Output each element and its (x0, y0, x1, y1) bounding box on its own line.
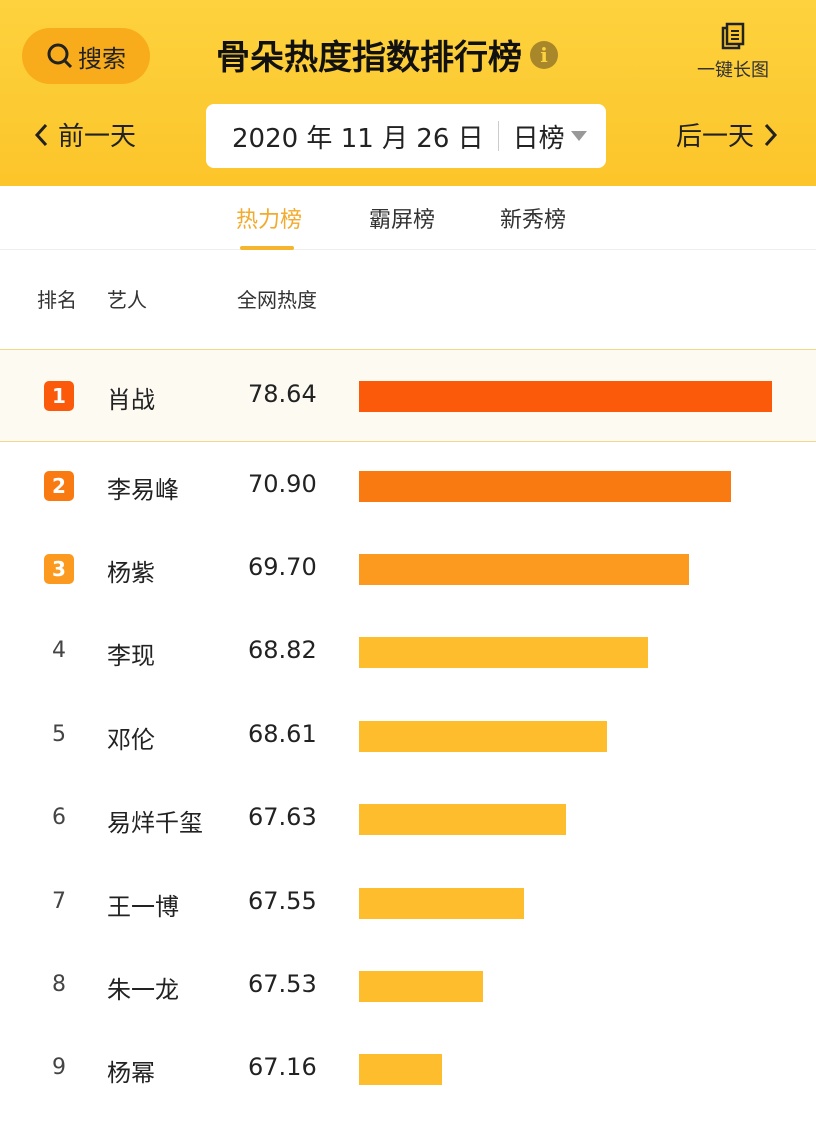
artist-name[interactable]: 杨紫 (107, 559, 155, 587)
heat-value: 68.61 (248, 720, 317, 748)
header: 搜索 骨朵热度指数排行榜 i 一键长图 前一天 2020 年 11 月 26 日… (0, 0, 816, 186)
rank-number: 5 (52, 722, 66, 747)
search-button[interactable]: 搜索 (22, 28, 150, 84)
document-icon (721, 22, 745, 50)
long-image-label: 一键长图 (697, 60, 769, 81)
date-selector[interactable]: 2020 年 11 月 26 日 日榜 (206, 104, 606, 168)
tab-screen[interactable]: 霸屏榜 (369, 208, 436, 233)
dropdown-arrow-icon (570, 131, 587, 141)
table-row[interactable]: 7 王一博 67.55 (0, 861, 816, 945)
artist-name[interactable]: 王一博 (107, 893, 179, 921)
divider (497, 121, 499, 151)
heat-value: 70.90 (248, 470, 317, 498)
table-row[interactable]: 1 肖战 78.64 (0, 349, 816, 442)
page-title: 骨朵热度指数排行榜 i (216, 30, 558, 79)
search-label: 搜索 (78, 44, 126, 73)
rank-number: 4 (52, 638, 66, 663)
artist-name[interactable]: 杨幂 (107, 1059, 155, 1087)
table-row[interactable]: 9 杨幂 67.16 (0, 1027, 816, 1111)
long-image-button[interactable]: 一键长图 (688, 22, 778, 82)
table-row[interactable]: 6 易烊千玺 67.63 (0, 777, 816, 861)
rank-badge: 1 (44, 381, 74, 411)
table-row[interactable]: 5 邓伦 68.61 (0, 694, 816, 778)
rank-number: 7 (52, 889, 66, 914)
artist-name[interactable]: 李现 (107, 642, 155, 670)
heat-value: 78.64 (248, 380, 317, 408)
heat-bar (359, 637, 649, 668)
heat-bar (359, 471, 731, 502)
heat-value: 67.63 (248, 803, 317, 831)
chevron-left-icon (34, 123, 48, 146)
heat-value: 67.53 (248, 970, 317, 998)
table-row[interactable]: 3 杨紫 69.70 (0, 527, 816, 611)
prev-day-button[interactable]: 前一天 (32, 116, 136, 153)
next-day-label: 后一天 (675, 122, 754, 152)
rank-badge: 2 (44, 471, 74, 501)
artist-name[interactable]: 肖战 (107, 386, 155, 414)
rank-number: 6 (52, 805, 66, 830)
column-header-heat: 全网热度 (237, 288, 317, 312)
info-icon[interactable]: i (530, 40, 558, 69)
heat-value: 69.70 (248, 553, 317, 581)
date-value: 2020 年 11 月 26 日 (232, 123, 484, 154)
rank-number: 8 (52, 972, 66, 997)
chevron-right-icon (764, 123, 778, 146)
page-title-text: 骨朵热度指数排行榜 (216, 38, 522, 78)
tab-bar: 热力榜 霸屏榜 新秀榜 (0, 186, 816, 250)
heat-bar (359, 554, 690, 585)
next-day-button[interactable]: 后一天 (676, 116, 780, 153)
heat-bar (359, 804, 566, 835)
heat-value: 67.55 (248, 887, 317, 915)
tab-heat[interactable]: 热力榜 (236, 202, 302, 250)
heat-bar (359, 1054, 442, 1085)
column-header-rank: 排名 (37, 288, 77, 312)
table-row[interactable]: 2 李易峰 70.90 (0, 444, 816, 528)
rank-number: 9 (52, 1055, 66, 1080)
rank-badge: 3 (44, 554, 74, 584)
tab-newcomer[interactable]: 新秀榜 (500, 208, 567, 233)
prev-day-label: 前一天 (58, 122, 137, 152)
table-row[interactable]: 8 朱一龙 67.53 (0, 944, 816, 1028)
artist-name[interactable]: 易烊千玺 (107, 809, 203, 837)
heat-value: 68.82 (248, 636, 317, 664)
heat-bar (359, 381, 772, 412)
heat-bar (359, 888, 525, 919)
heat-bar (359, 971, 483, 1002)
heat-bar (359, 721, 607, 752)
artist-name[interactable]: 邓伦 (107, 726, 155, 754)
artist-name[interactable]: 李易峰 (107, 476, 179, 504)
artist-name[interactable]: 朱一龙 (107, 976, 179, 1004)
heat-value: 67.16 (248, 1053, 317, 1081)
column-header-artist: 艺人 (107, 288, 147, 312)
search-icon (47, 43, 73, 69)
period-select[interactable]: 日榜 (512, 123, 565, 154)
table-row[interactable]: 4 李现 68.82 (0, 610, 816, 694)
